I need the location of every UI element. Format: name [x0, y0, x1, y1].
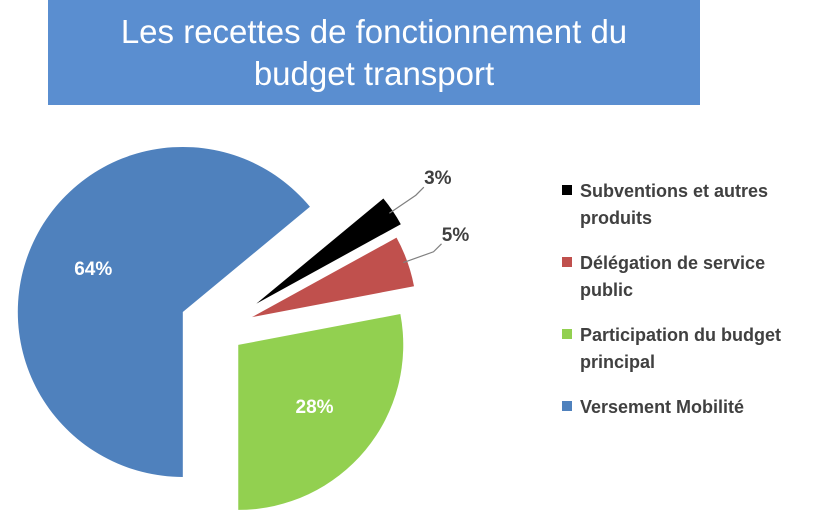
leader-line: [389, 186, 425, 214]
legend-item: Participation du budget principal: [562, 322, 808, 376]
pie-slice: [17, 146, 310, 477]
legend: Subventions et autres produits Délégation…: [562, 178, 808, 439]
legend-label: Participation du budget principal: [580, 325, 781, 372]
pie-slice: [256, 198, 401, 304]
legend-item: Subventions et autres produits: [562, 178, 808, 232]
legend-swatch: [562, 401, 572, 411]
data-label: 3%: [424, 168, 452, 189]
data-label: 28%: [296, 397, 334, 418]
legend-swatch: [562, 329, 572, 339]
legend-label: Versement Mobilité: [580, 397, 745, 417]
legend-swatch: [562, 185, 572, 195]
data-label: 64%: [74, 259, 112, 280]
pie: 3% 5% 28% 64%: [17, 146, 470, 510]
legend-swatch: [562, 257, 572, 267]
leader-line: [403, 243, 442, 264]
pie-slice: [238, 314, 404, 510]
legend-label: Délégation de service public: [580, 253, 766, 300]
legend-label: Subventions et autres produits: [580, 181, 769, 228]
legend-item: Versement Mobilité: [562, 394, 808, 421]
data-label: 5%: [442, 225, 470, 246]
legend-item: Délégation de service public: [562, 250, 808, 304]
chart-title: Les recettes de fonctionnement du budget…: [48, 0, 700, 105]
pie-slice: [251, 237, 415, 318]
